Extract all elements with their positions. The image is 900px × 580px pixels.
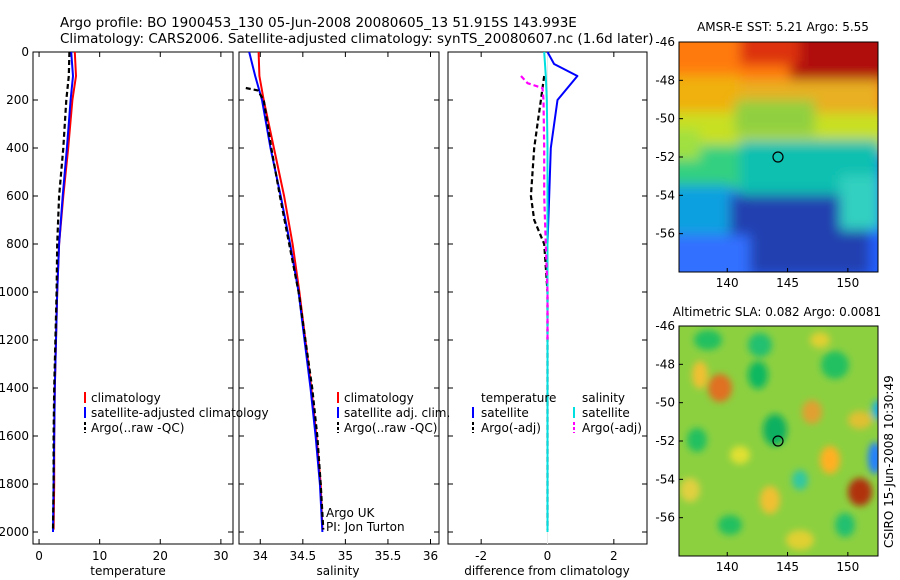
y-tick-label: 1000 [0, 285, 29, 299]
x-tick-label: 20 [153, 549, 168, 563]
sla-map-ticks: 140 145 150 -46 -48 -50 -52 -54 -56 [655, 319, 859, 574]
x-tick-label: 10 [92, 549, 107, 563]
series-line-temperature-satellite [546, 51, 579, 532]
series-line-salinity-argo-adj- [520, 75, 549, 340]
argo-uk-annotation: Argo UK [326, 506, 375, 520]
temperature-xlabel: temperature [90, 564, 165, 578]
y-tick-label: 1800 [0, 477, 29, 491]
temperature-series [51, 51, 77, 533]
y-tick-label: 0 [21, 45, 29, 59]
sla-map-title: Altimetric SLA: 0.082 Argo: 0.0081 [673, 305, 881, 319]
y-tick-label: 2000 [0, 525, 29, 539]
sst-heatmap [679, 42, 878, 272]
legend-label: Argo(..raw -QC) [91, 421, 184, 435]
y-tick-label: 1600 [0, 429, 29, 443]
y-tick-label: 800 [6, 237, 29, 251]
map-y-tick-label: -56 [655, 227, 675, 241]
x-tick-label: -2 [475, 549, 487, 563]
map-y-tick-label: -52 [655, 434, 675, 448]
temperature-ticks: 0 10 20 30 0 200 400 600 800 1000 1200 1400 1600 1800… [0, 45, 233, 563]
map-y-tick-label: -56 [655, 511, 675, 525]
legend-label: satellite [481, 406, 529, 420]
map-y-tick-label: -48 [655, 73, 675, 87]
series-line-satellite-adj-clim- [248, 51, 324, 533]
y-tick-label: 400 [6, 141, 29, 155]
legend-label: satellite adj. clim. [344, 406, 450, 420]
legend-label: satellite [582, 406, 630, 420]
difference-xlabel: difference from climatology [464, 564, 630, 578]
y-tick-label: 600 [6, 189, 29, 203]
map-x-tick-label: 145 [776, 560, 799, 574]
sst-map-ticks: 140 145 150 -46 -48 -50 -52 -54 -56 [655, 35, 859, 290]
map-y-tick-label: -46 [655, 35, 675, 49]
map-y-tick-label: -54 [655, 188, 675, 202]
map-x-tick-label: 140 [716, 560, 739, 574]
salinity-xlabel: salinity [316, 564, 359, 578]
legend-label: satellite-adjusted climatology [91, 406, 269, 420]
legend-label: Argo(-adj) [582, 421, 642, 435]
temperature-legend: climatology satellite-adjusted climatolo… [84, 391, 269, 435]
x-tick-label: 0 [544, 549, 552, 563]
salinity-series [245, 51, 325, 533]
pi-annotation: PI: Jon Turton [326, 520, 405, 534]
map-y-tick-label: -50 [655, 396, 675, 410]
salinity-axes [238, 51, 440, 545]
sla-heatmap [679, 326, 878, 556]
y-tick-label: 1200 [0, 333, 29, 347]
y-tick-label: 1400 [0, 381, 29, 395]
header-line-2: Climatology: CARS2006. Satellite-adjuste… [60, 31, 653, 47]
legend-heading-salinity: salinity [582, 391, 625, 405]
difference-series [520, 51, 579, 532]
map-y-tick-label: -48 [655, 357, 675, 371]
legend-heading-temperature: temperature [481, 391, 556, 405]
header-line-1: Argo profile: BO 1900453_130 05-Jun-2008… [60, 15, 577, 31]
map-x-tick-label: 150 [836, 560, 859, 574]
x-tick-label: 34 [253, 549, 268, 563]
map-y-tick-label: -50 [655, 112, 675, 126]
legend-label: Argo(..raw -QC) [344, 421, 437, 435]
map-x-tick-label: 150 [836, 276, 859, 290]
difference-legend: temperature satellite Argo(-adj) salinit… [472, 391, 642, 435]
x-tick-label: 35 [338, 549, 353, 563]
series-line-argo-raw-qc- [245, 86, 325, 530]
salinity-ticks: 34 34.5 35 35.5 36 [239, 51, 439, 563]
map-y-tick-label: -52 [655, 150, 675, 164]
legend-label: climatology [91, 391, 161, 405]
legend-label: Argo(-adj) [481, 421, 541, 435]
salinity-legend: climatology satellite adj. clim. Argo(..… [337, 391, 450, 435]
x-tick-label: 34.5 [289, 549, 316, 563]
legend-label: climatology [344, 391, 414, 405]
map-y-tick-label: -46 [655, 319, 675, 333]
credit-stamp: CSIRO 15-Jun-2008 10:30:49 [882, 375, 896, 548]
map-x-tick-label: 145 [776, 276, 799, 290]
sst-map-title: AMSR-E SST: 5.21 Argo: 5.55 [697, 20, 869, 34]
sst-argo-location-marker [772, 151, 784, 163]
series-line-climatology [257, 51, 324, 530]
x-tick-label: 0 [35, 549, 43, 563]
temperature-axes [32, 51, 234, 545]
map-y-tick-label: -54 [655, 472, 675, 486]
x-tick-label: 30 [213, 549, 228, 563]
y-tick-label: 200 [6, 93, 29, 107]
sla-argo-location-marker [772, 435, 784, 447]
series-line-argo-raw-qc- [51, 51, 71, 530]
x-tick-label: 36 [423, 549, 438, 563]
x-tick-label: 2 [610, 549, 618, 563]
x-tick-label: 35.5 [375, 549, 402, 563]
map-x-tick-label: 140 [716, 276, 739, 290]
series-line-salinity-satellite [543, 51, 549, 532]
